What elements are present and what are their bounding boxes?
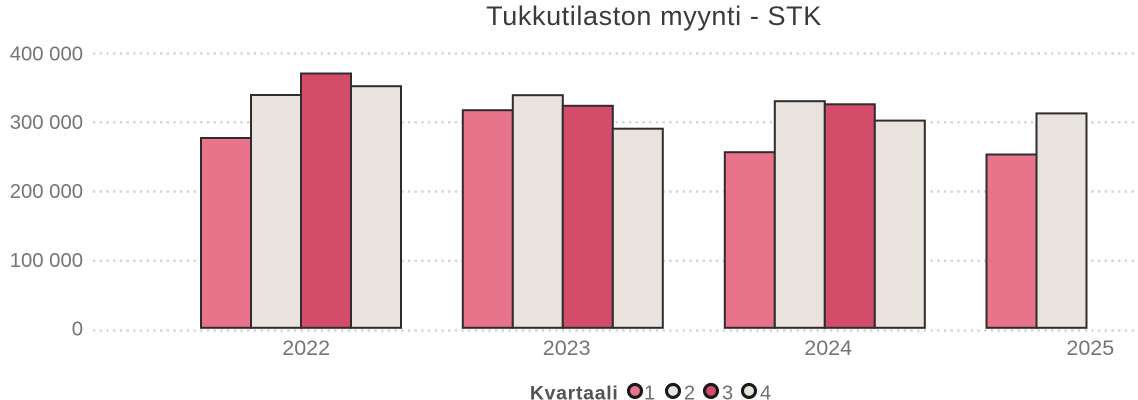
svg-text:2023: 2023 [543,336,591,360]
svg-text:200 000: 200 000 [10,181,83,203]
svg-text:Kvartaali: Kvartaali [530,383,619,400]
svg-text:Tukkutilaston myynti - STK: Tukkutilaston myynti - STK [486,1,822,31]
svg-text:3: 3 [722,383,733,400]
svg-text:1: 1 [644,383,655,400]
svg-text:100 000: 100 000 [10,250,83,272]
svg-text:2025: 2025 [1066,336,1114,360]
svg-text:2024: 2024 [804,336,852,360]
svg-text:4: 4 [760,383,771,400]
svg-text:2022: 2022 [282,336,330,360]
svg-text:400 000: 400 000 [10,43,83,65]
svg-text:300 000: 300 000 [10,112,83,134]
svg-text:2: 2 [684,383,695,400]
svg-text:0: 0 [72,319,83,341]
